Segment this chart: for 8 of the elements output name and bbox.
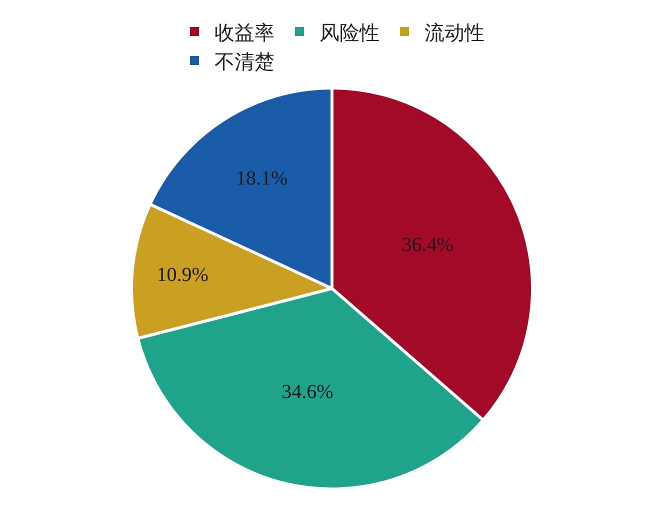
data-label: 34.6% — [282, 380, 334, 403]
legend-label: 不清楚 — [214, 49, 274, 74]
data-label: 18.1% — [236, 168, 288, 190]
data-label: 10.9% — [156, 264, 208, 286]
legend-label: 收益率 — [214, 20, 274, 44]
data-label: 36.4% — [402, 234, 454, 256]
legend-label: 风险性 — [320, 20, 380, 44]
legend-label: 流动性 — [424, 20, 484, 44]
